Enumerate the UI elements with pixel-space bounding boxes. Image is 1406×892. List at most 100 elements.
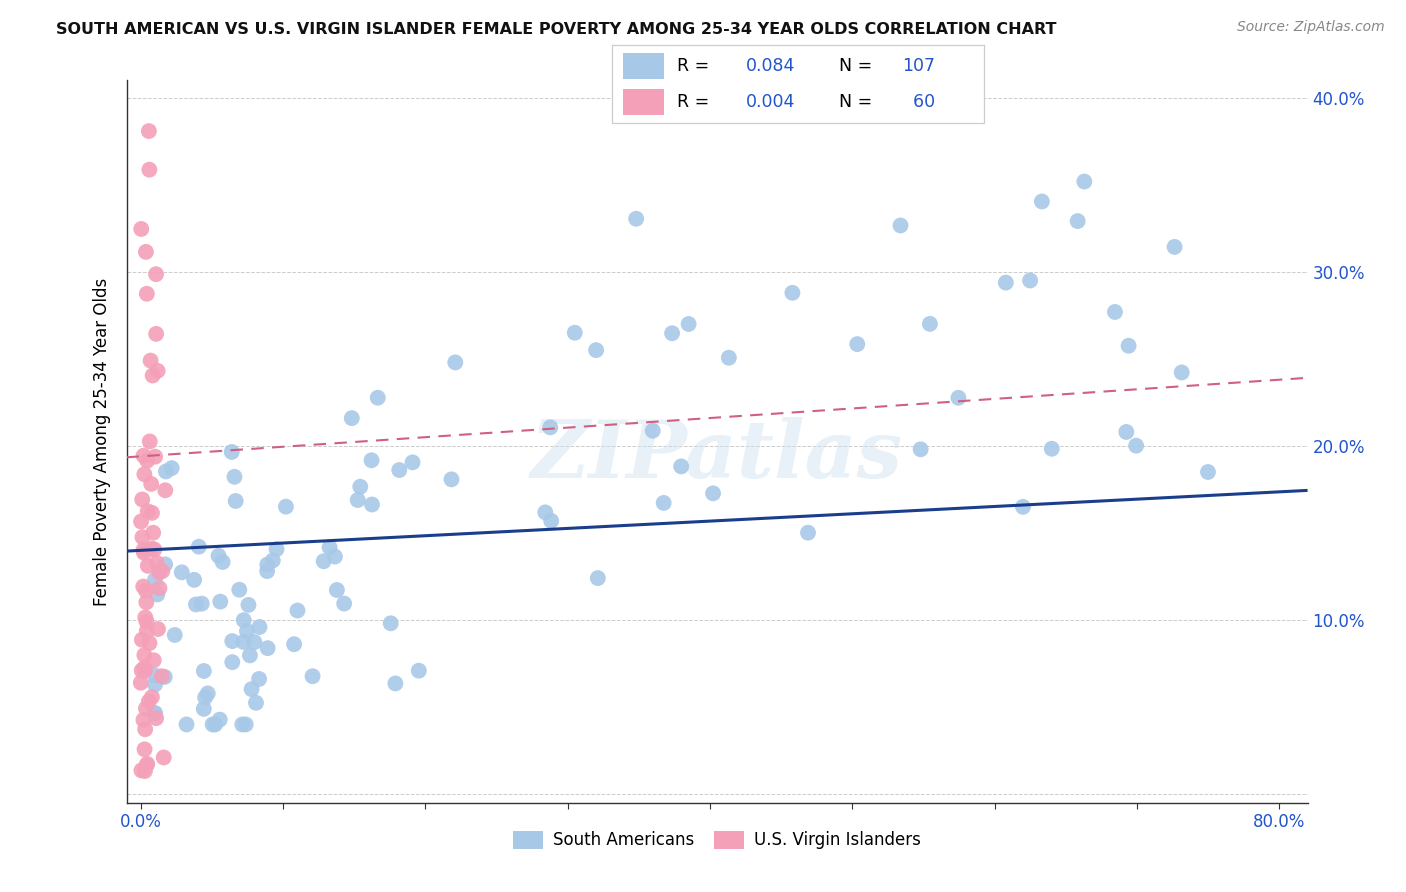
Text: SOUTH AMERICAN VS U.S. VIRGIN ISLANDER FEMALE POVERTY AMONG 25-34 YEAR OLDS CORR: SOUTH AMERICAN VS U.S. VIRGIN ISLANDER F… xyxy=(56,22,1057,37)
Point xyxy=(249,620,271,634)
Point xyxy=(146,587,169,601)
Point xyxy=(146,364,169,378)
Point xyxy=(135,286,157,301)
Point xyxy=(153,558,176,572)
Point xyxy=(142,368,165,383)
Point xyxy=(148,582,170,596)
Legend: South Americans, U.S. Virgin Islanders: South Americans, U.S. Virgin Islanders xyxy=(506,824,928,856)
Point xyxy=(150,669,173,683)
Point xyxy=(564,326,586,340)
Point xyxy=(669,459,692,474)
Point xyxy=(132,580,155,594)
Point xyxy=(346,493,368,508)
Point xyxy=(207,549,229,563)
Point xyxy=(132,543,155,558)
Point xyxy=(135,615,157,629)
Point xyxy=(326,582,349,597)
Point xyxy=(134,742,156,756)
Point xyxy=(232,635,254,649)
Point xyxy=(444,355,467,369)
Point xyxy=(141,541,163,556)
Point xyxy=(208,713,231,727)
Point xyxy=(153,670,176,684)
Point xyxy=(1118,339,1140,353)
Point xyxy=(717,351,740,365)
Point xyxy=(245,696,267,710)
Point xyxy=(586,571,609,585)
Point xyxy=(163,628,186,642)
Point xyxy=(367,391,389,405)
Point xyxy=(134,610,156,624)
Point xyxy=(624,211,647,226)
Point xyxy=(132,449,155,463)
Point xyxy=(136,558,159,573)
Point xyxy=(221,445,243,459)
Point xyxy=(131,632,153,647)
Point xyxy=(138,162,160,177)
Point xyxy=(247,672,270,686)
Point xyxy=(266,542,288,557)
Point xyxy=(534,505,557,519)
Point xyxy=(143,706,166,720)
Point xyxy=(141,476,163,491)
Point xyxy=(408,664,430,678)
Point xyxy=(134,764,156,778)
Point xyxy=(323,549,346,564)
Point xyxy=(1163,240,1185,254)
Point xyxy=(262,553,284,567)
Point xyxy=(256,558,278,572)
Text: 60: 60 xyxy=(903,93,935,111)
Point xyxy=(135,595,157,609)
Point xyxy=(141,506,163,520)
Point xyxy=(846,337,869,351)
FancyBboxPatch shape xyxy=(623,54,664,79)
Point xyxy=(146,622,169,636)
Point xyxy=(287,603,309,617)
Point xyxy=(256,641,278,656)
Point xyxy=(652,496,675,510)
Point xyxy=(380,616,402,631)
Point xyxy=(201,717,224,731)
Point xyxy=(135,583,157,598)
Point xyxy=(148,566,170,580)
Point xyxy=(135,758,157,772)
Point xyxy=(235,717,257,731)
Point xyxy=(340,411,363,425)
Point xyxy=(155,483,177,498)
Point xyxy=(1170,366,1192,380)
Text: N =: N = xyxy=(839,57,877,75)
Point xyxy=(131,530,153,544)
Point xyxy=(1066,214,1088,228)
Point xyxy=(143,668,166,682)
Point xyxy=(145,267,167,281)
Point xyxy=(361,498,384,512)
Point xyxy=(141,690,163,704)
Point xyxy=(143,542,166,557)
Point xyxy=(138,636,160,650)
Point xyxy=(661,326,683,341)
Point xyxy=(283,637,305,651)
Point xyxy=(135,701,157,715)
Point xyxy=(221,655,243,669)
Point xyxy=(440,472,463,486)
Point xyxy=(360,453,382,467)
Point xyxy=(256,564,278,578)
Point xyxy=(540,514,562,528)
Point xyxy=(238,598,260,612)
Point xyxy=(388,463,411,477)
Point xyxy=(538,420,561,434)
Point xyxy=(193,702,215,716)
Point xyxy=(143,573,166,587)
Text: 107: 107 xyxy=(903,57,935,75)
Point xyxy=(384,676,406,690)
Point xyxy=(142,525,165,540)
Point xyxy=(231,717,253,731)
Point xyxy=(1125,439,1147,453)
Point xyxy=(1012,500,1035,514)
Point xyxy=(274,500,297,514)
Point xyxy=(301,669,323,683)
Text: N =: N = xyxy=(839,93,877,111)
Point xyxy=(184,598,207,612)
Point xyxy=(150,564,173,578)
Point xyxy=(131,764,153,778)
